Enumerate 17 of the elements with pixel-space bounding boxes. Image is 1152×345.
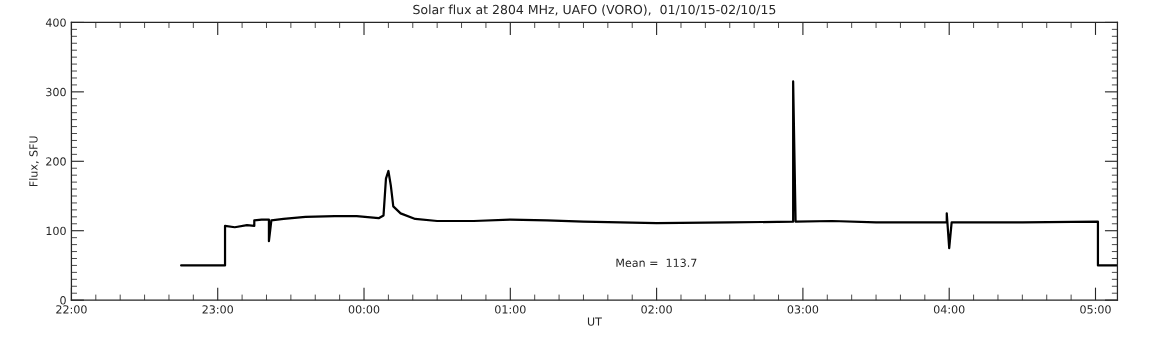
x-tick-label: 03:00 (787, 305, 819, 314)
x-tick-label: 05:00 (1080, 305, 1111, 314)
y-tick-label: 0 (60, 296, 66, 305)
y-tick-label: 300 (46, 87, 66, 97)
chart-title: Solar flux at 2804 MHz, UAFO (VORO), 01/10/15-02/10/15 (413, 4, 776, 16)
y-tick-label: 100 (46, 226, 66, 236)
x-tick-label: 22:00 (56, 305, 87, 314)
x-axis-title: UT (587, 317, 602, 326)
y-tick-label: 200 (46, 157, 66, 166)
x-tick-label: 00:00 (348, 305, 380, 314)
x-tick-label: 23:00 (202, 305, 233, 314)
annotation: Mean = 113.7 (616, 258, 697, 267)
y-tick-label: 400 (45, 18, 66, 27)
x-tick-label: 04:00 (933, 305, 965, 314)
x-tick-label: 01:00 (495, 305, 526, 314)
y-axis-title: Flux, SFU (29, 136, 39, 187)
x-tick-label: 02:00 (641, 305, 672, 314)
